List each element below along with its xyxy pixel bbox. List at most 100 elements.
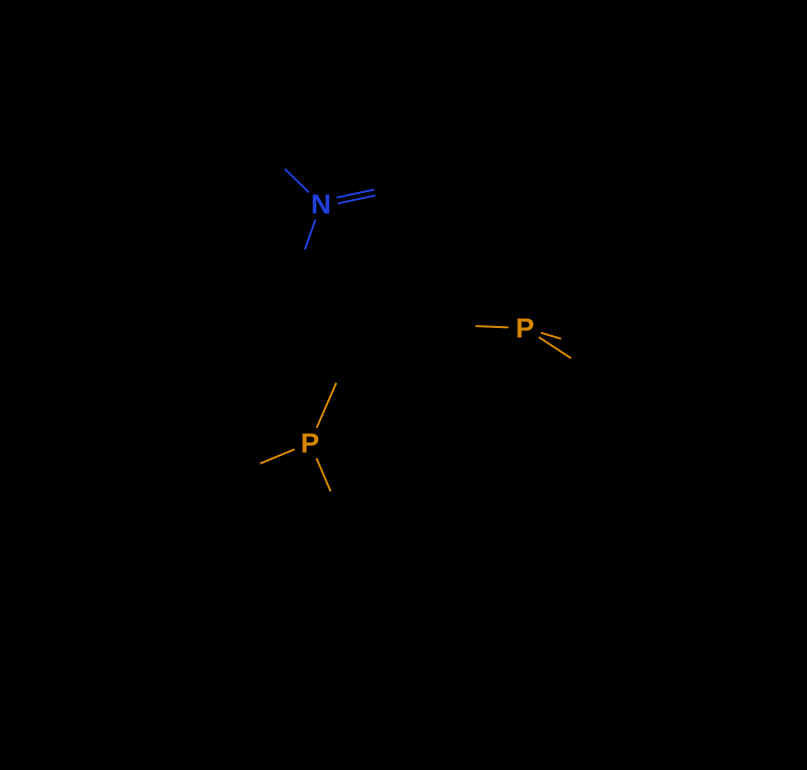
bond-segment	[605, 470, 640, 494]
bond-segment	[751, 388, 754, 432]
bond-segment	[518, 180, 561, 213]
bond-segment	[128, 12, 144, 54]
bond-segment	[393, 672, 424, 702]
bond-segment	[410, 185, 443, 215]
bond-segment	[202, 345, 206, 390]
bond-segment	[284, 168, 308, 191]
bond-segment	[114, 93, 144, 127]
bond-segment	[457, 244, 472, 284]
bond-segment	[336, 340, 355, 384]
bond-segment	[430, 555, 442, 598]
bond-segment	[225, 478, 226, 523]
bond-segment	[95, 250, 135, 270]
bond-segment	[716, 365, 751, 391]
bond-segment	[306, 675, 349, 688]
bond-segment	[282, 557, 314, 589]
bond-segment	[582, 335, 624, 345]
bond-segment	[387, 543, 430, 558]
bond-segment	[292, 282, 323, 312]
bond-segment	[225, 464, 259, 478]
bond-segment	[137, 248, 175, 273]
bond-segment	[605, 167, 650, 172]
bond-segment	[70, 570, 109, 592]
bond-segment	[389, 668, 420, 698]
atom-label-p: P	[516, 313, 535, 344]
bond-segment	[605, 173, 650, 178]
bond-segment	[49, 290, 53, 334]
bond-segment	[216, 145, 260, 154]
bond-segment	[297, 631, 309, 675]
bond-segment	[55, 270, 95, 290]
bond-segment	[327, 308, 358, 338]
bond-segment	[285, 587, 297, 631]
bond-segment	[624, 325, 666, 335]
bond-segment	[171, 277, 209, 302]
bond-segment	[140, 131, 170, 165]
bond-segment	[681, 339, 716, 365]
bond-segment	[317, 459, 331, 492]
bond-segment	[445, 325, 476, 326]
bond-segment	[296, 278, 327, 308]
bond-segment	[420, 638, 451, 668]
bond-segment	[602, 425, 603, 470]
bond-segment	[675, 205, 700, 240]
bond-segment	[344, 528, 387, 543]
bond-segment	[607, 425, 608, 470]
bond-segment	[601, 380, 602, 425]
bond-segment	[54, 290, 58, 334]
atom-label-n: N	[311, 189, 331, 220]
bond-segment	[607, 380, 608, 425]
bond-segment	[263, 29, 293, 63]
bond-segment	[443, 215, 476, 245]
bond-segment	[109, 592, 148, 614]
bond-segment	[260, 145, 284, 168]
bond-segment	[45, 334, 49, 378]
bond-segment	[720, 360, 755, 386]
bond-segment	[640, 494, 675, 518]
bond-segment	[685, 335, 720, 361]
bond-segment	[259, 450, 293, 464]
bond-segment	[604, 359, 644, 381]
bond-segment	[644, 337, 684, 359]
bond-segment	[226, 523, 227, 568]
atoms-group: N P P	[301, 189, 535, 459]
bond-segment	[442, 598, 454, 641]
bond-segment	[442, 284, 457, 324]
bond-segment	[346, 522, 389, 537]
bond-segment	[172, 154, 216, 163]
bond-segment	[748, 432, 751, 476]
bond-segment	[314, 525, 346, 557]
bond-segment	[112, 54, 128, 96]
bond-segment	[110, 97, 140, 131]
bond-segment	[51, 334, 55, 378]
bond-segment	[210, 290, 252, 300]
bond-segment	[279, 589, 291, 633]
bond-segment	[48, 378, 85, 403]
bond-segment	[133, 252, 171, 277]
atom-label-p: P	[301, 428, 320, 459]
bond-segment	[294, 250, 305, 280]
bond-segment	[424, 642, 455, 672]
bond-segment	[542, 333, 562, 339]
bond-segment	[562, 339, 582, 345]
bond-segment	[70, 456, 108, 480]
bond-segment	[322, 312, 353, 342]
bond-segment	[144, 126, 174, 160]
bond-segment	[476, 326, 507, 327]
bond-segment	[572, 359, 604, 380]
bond-segment	[305, 220, 316, 250]
bond-segment	[400, 325, 445, 333]
bond-segment	[475, 213, 518, 246]
bond-segment	[388, 537, 431, 552]
bond-segment	[448, 286, 463, 326]
bond-segment	[291, 632, 303, 676]
molecule-diagram: N P P	[0, 0, 807, 770]
bond-segment	[85, 403, 122, 428]
bond-segment	[317, 384, 336, 428]
bond-segment	[355, 333, 400, 341]
bond-segment	[463, 246, 478, 286]
bond-segment	[252, 280, 294, 290]
bond-segment	[560, 178, 605, 183]
bond-segment	[560, 172, 605, 177]
bond-segment	[233, 0, 263, 29]
